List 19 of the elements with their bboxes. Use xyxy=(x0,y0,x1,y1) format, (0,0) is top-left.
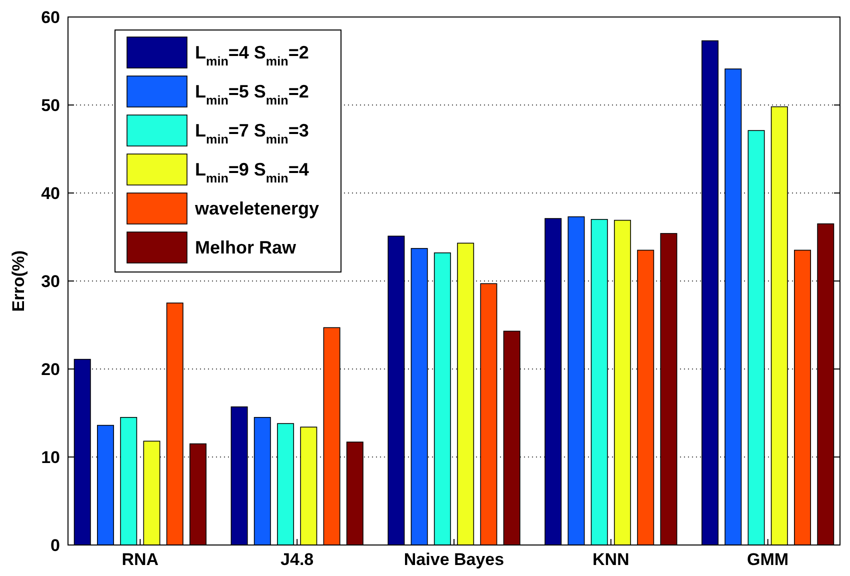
x-tick-label: RNA xyxy=(122,550,159,569)
legend-label: L$_{min}$=4 S$_{min}$=2 xyxy=(195,42,309,68)
y-axis-title: Erro(%) xyxy=(9,250,28,312)
y-tick-label: 60 xyxy=(41,8,60,27)
y-tick-label: 50 xyxy=(41,96,60,115)
x-tick-label: GMM xyxy=(747,550,789,569)
y-tick-label: 40 xyxy=(41,184,60,203)
y-tick-label: 30 xyxy=(41,272,60,291)
legend-label: L$_{min}$=5 S$_{min}$=2 xyxy=(195,81,309,108)
x-tick-label: Naive Bayes xyxy=(404,550,504,569)
y-tick-label: 20 xyxy=(41,360,60,379)
y-tick-label: 0 xyxy=(50,536,60,555)
legend-label: Melhor Raw xyxy=(195,237,298,258)
legend-label: L$_{min}$=7 S$_{min}$=3 xyxy=(195,120,309,146)
x-tick-label: J4.8 xyxy=(280,550,314,569)
x-tick-label: KNN xyxy=(592,550,630,569)
y-tick-label: 10 xyxy=(41,448,60,467)
legend-label: waveletenergy xyxy=(194,198,320,218)
legend-label: L$_{min}$=9 S$_{min}$=4 xyxy=(195,159,309,186)
